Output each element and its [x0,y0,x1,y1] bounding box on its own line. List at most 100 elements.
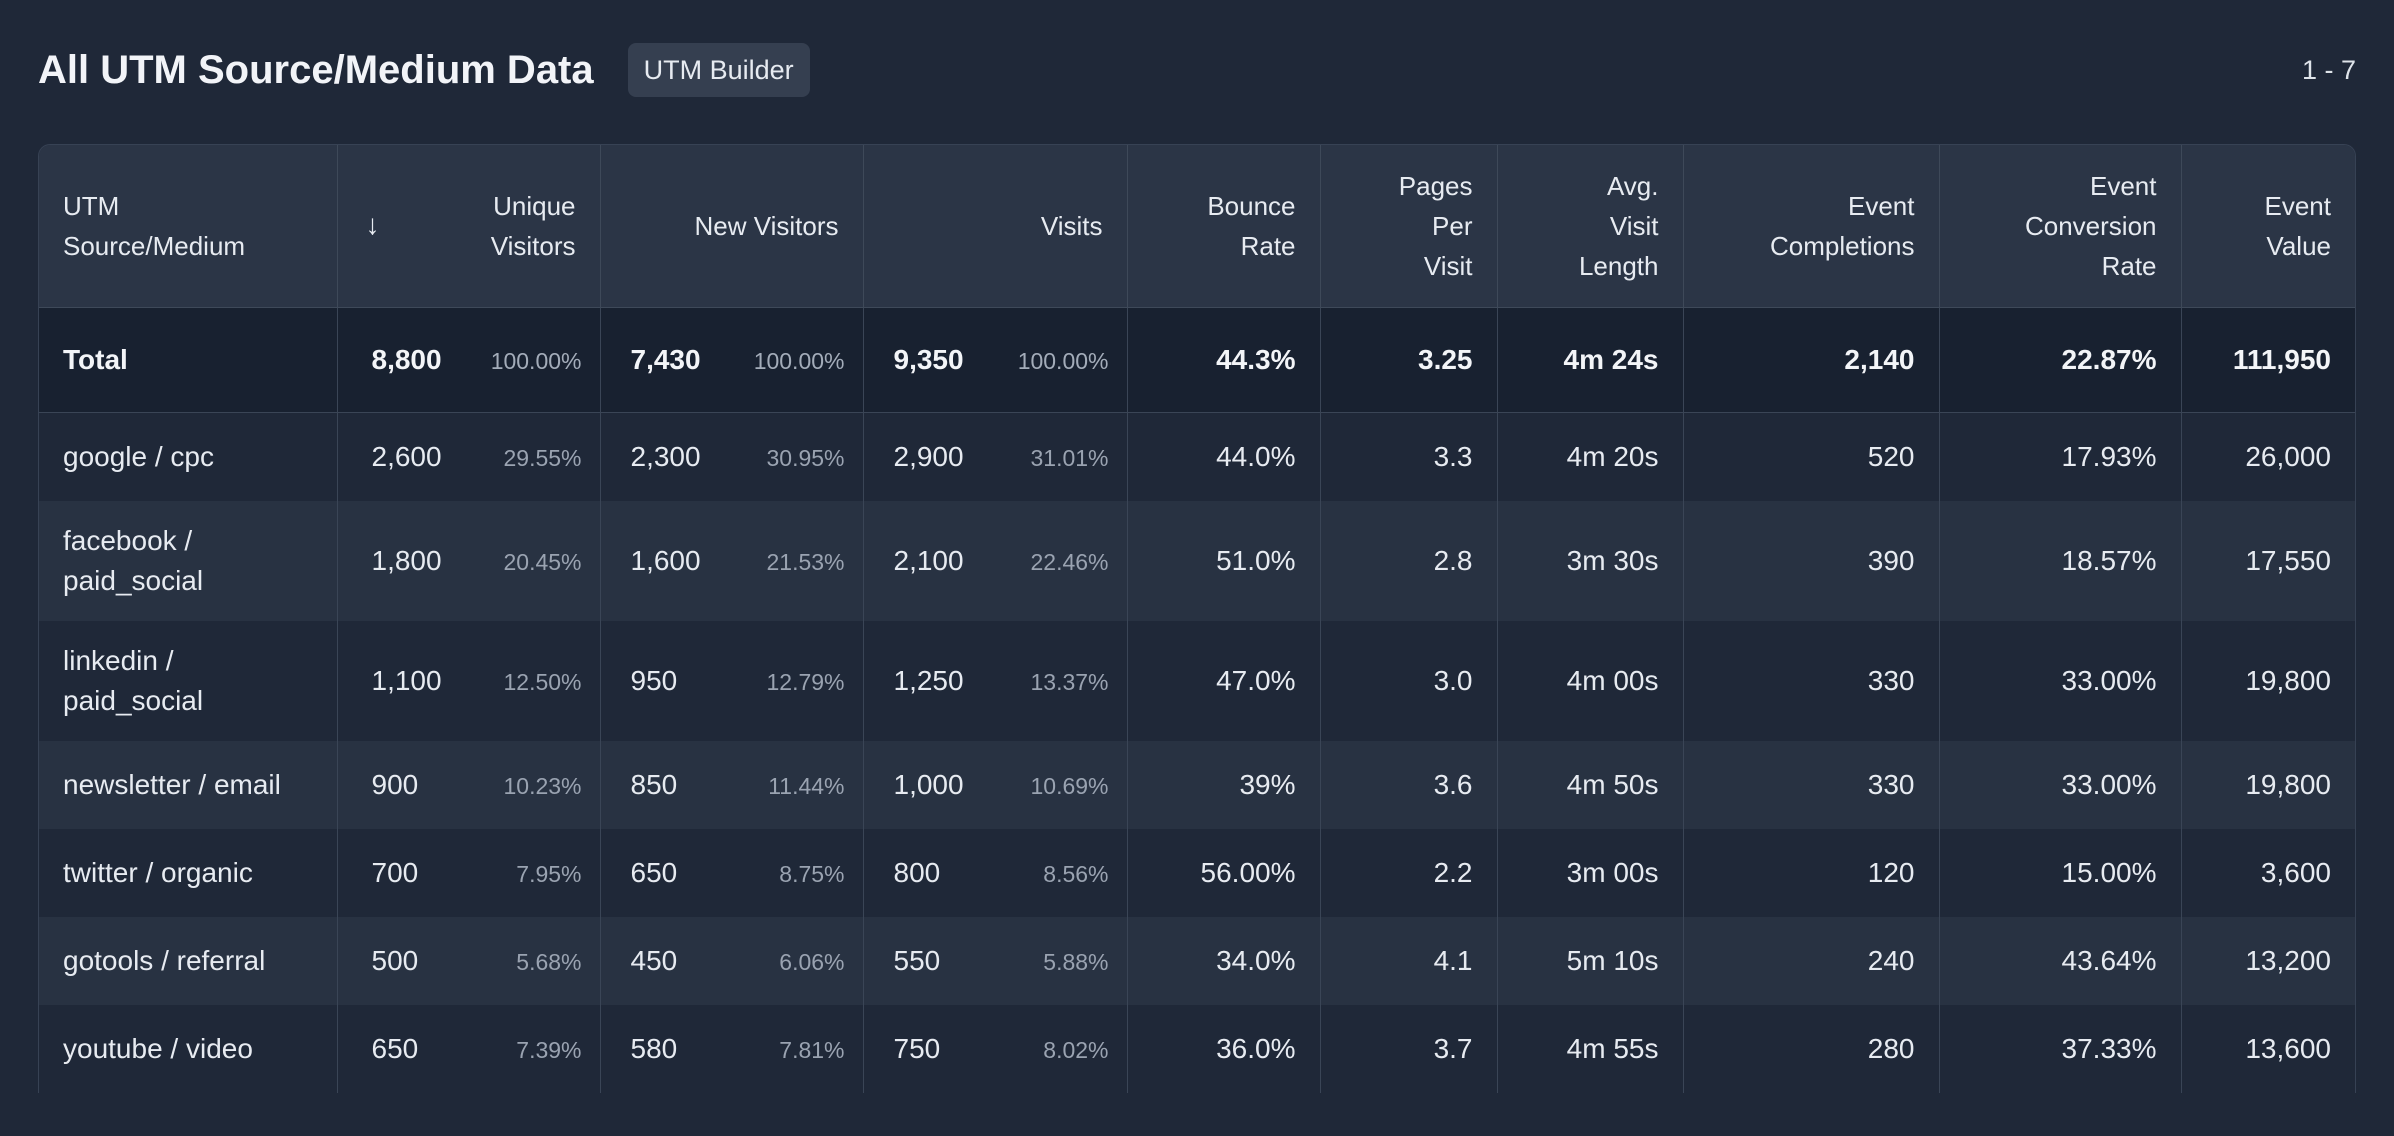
value: 37.33% [2061,1033,2157,1064]
column-header-event-completions[interactable]: Event Completions [1683,145,1940,308]
percent: 12.50% [503,669,582,695]
event-conversion-rate-cell: 22.87% [1939,307,2182,413]
column-header-avg-visit-length[interactable]: Avg. Visit Length [1497,145,1684,308]
bounce-rate-cell: 51.0% [1127,501,1321,621]
value: 1,250 [893,665,964,696]
column-header-bounce-rate[interactable]: Bounce Rate [1127,145,1321,308]
source-line: facebook / [63,525,193,556]
value: 950 [630,665,678,696]
table-row[interactable]: gotools / referral 500 5.68% 450 6.06% 550… [39,917,2355,1005]
event-completions-cell: 2,140 [1683,307,1940,413]
event-completions-cell: 120 [1683,829,1940,917]
percent: 13.37% [1030,669,1109,695]
column-header-event-conversion-rate[interactable]: Event Conversion Rate [1939,145,2182,308]
header-line: Visit [1609,211,1659,241]
value: 4.1 [1433,945,1473,976]
column-header-event-value[interactable]: Event Value [2181,145,2355,308]
value: 9,350 [893,344,964,375]
utm-builder-button[interactable]: UTM Builder [627,43,810,97]
visits-cell: 2,900 31.01% [863,412,1128,501]
value: 1,100 [371,665,442,696]
percent: 6.06% [779,949,845,975]
value: 26,000 [2245,441,2331,472]
value: 4m 24s [1563,344,1659,375]
percent: 10.69% [1030,773,1109,799]
pagination-range: 1 - 7 [2301,54,2356,85]
total-row: Total 8,800 100.00% 7,430 100.00% 9,350 100… [39,307,2355,413]
pages-per-visit-cell: 3.0 [1320,621,1498,741]
header-line: Conversion [2024,211,2157,241]
bounce-rate-cell: 34.0% [1127,917,1321,1005]
source-line: linkedin / [63,645,174,676]
arrow-down-icon[interactable]: ↓ [365,209,380,240]
bounce-rate-cell: 39% [1127,741,1321,829]
table-row[interactable]: youtube / video 650 7.39% 580 7.81% 750 8.0… [39,1005,2355,1093]
value: 3.7 [1433,1033,1473,1064]
percent: 100.00% [1017,348,1109,374]
table-row[interactable]: google / cpc 2,600 29.55% 2,300 30.95% 2,9… [39,412,2355,501]
visits-cell: 1,000 10.69% [863,741,1128,829]
value: 390 [1867,545,1915,576]
percent: 5.88% [1043,949,1109,975]
percent: 7.95% [516,861,582,887]
table-row[interactable]: linkedin / paid_social 1,100 12.50% 950 12.… [39,621,2355,741]
column-header-unique-visitors[interactable]: ↓ Unique Visitors [337,145,601,308]
value: 850 [630,769,678,800]
percent: 8.02% [1043,1037,1109,1063]
page-header: All UTM Source/Medium Data UTM Builder 1… [38,40,2356,100]
value: 2,140 [1844,344,1915,375]
event-completions-cell: 240 [1683,917,1940,1005]
event-value-cell: 26,000 [2181,412,2355,501]
table-row[interactable]: facebook / paid_social 1,800 20.45% 1,600 2… [39,501,2355,621]
source-cell: newsletter / email [39,741,338,829]
avg-visit-length-cell: 4m 50s [1497,741,1684,829]
value: 51.0% [1216,545,1296,576]
value: 580 [630,1033,678,1064]
header-line: Event [2090,171,2157,201]
source-line: newsletter / email [63,769,281,800]
value: 44.0% [1216,441,1296,472]
value: 13,600 [2245,1033,2331,1064]
column-header-new-visitors[interactable]: New Visitors [600,145,864,308]
percent: 11.44% [768,773,845,799]
source-line: paid_social [63,685,204,716]
event-completions-cell: 330 [1683,621,1940,741]
value: 2,300 [630,441,701,472]
bounce-rate-cell: 56.00% [1127,829,1321,917]
event-value-cell: 3,600 [2181,829,2355,917]
percent: 31.01% [1030,445,1109,471]
column-header-source[interactable]: UTM Source/Medium [39,145,338,308]
value: 3.0 [1433,665,1473,696]
pages-per-visit-cell: 4.1 [1320,917,1498,1005]
event-conversion-rate-cell: 15.00% [1939,829,2182,917]
pages-per-visit-cell: 3.25 [1320,307,1498,413]
value: 700 [371,857,419,888]
value: 2,900 [893,441,964,472]
header-line: Length [1578,251,1659,281]
table-row[interactable]: newsletter / email 900 10.23% 850 11.44% 1… [39,741,2355,829]
value: 650 [371,1033,419,1064]
bounce-rate-cell: 44.3% [1127,307,1321,413]
bounce-rate-cell: 47.0% [1127,621,1321,741]
value: 5m 10s [1566,945,1659,976]
value: 56.00% [1200,857,1296,888]
value: 330 [1867,769,1915,800]
column-header-visits[interactable]: Visits [863,145,1128,308]
percent: 8.75% [779,861,845,887]
percent: 21.53% [766,549,845,575]
value: 550 [893,945,941,976]
event-conversion-rate-cell: 33.00% [1939,741,2182,829]
percent: 12.79% [766,669,845,695]
avg-visit-length-cell: 4m 20s [1497,412,1684,501]
value: 4m 20s [1566,441,1659,472]
value: 47.0% [1216,665,1296,696]
column-header-pages-per-visit[interactable]: Pages Per Visit [1320,145,1498,308]
value: 900 [371,769,419,800]
pages-per-visit-cell: 3.6 [1320,741,1498,829]
event-conversion-rate-cell: 33.00% [1939,621,2182,741]
table-row[interactable]: twitter / organic 700 7.95% 650 8.75% 800 8… [39,829,2355,917]
percent: 5.68% [516,949,582,975]
value: 19,800 [2245,665,2331,696]
percent: 8.56% [1043,861,1109,887]
visits-cell: 1,250 13.37% [863,621,1128,741]
